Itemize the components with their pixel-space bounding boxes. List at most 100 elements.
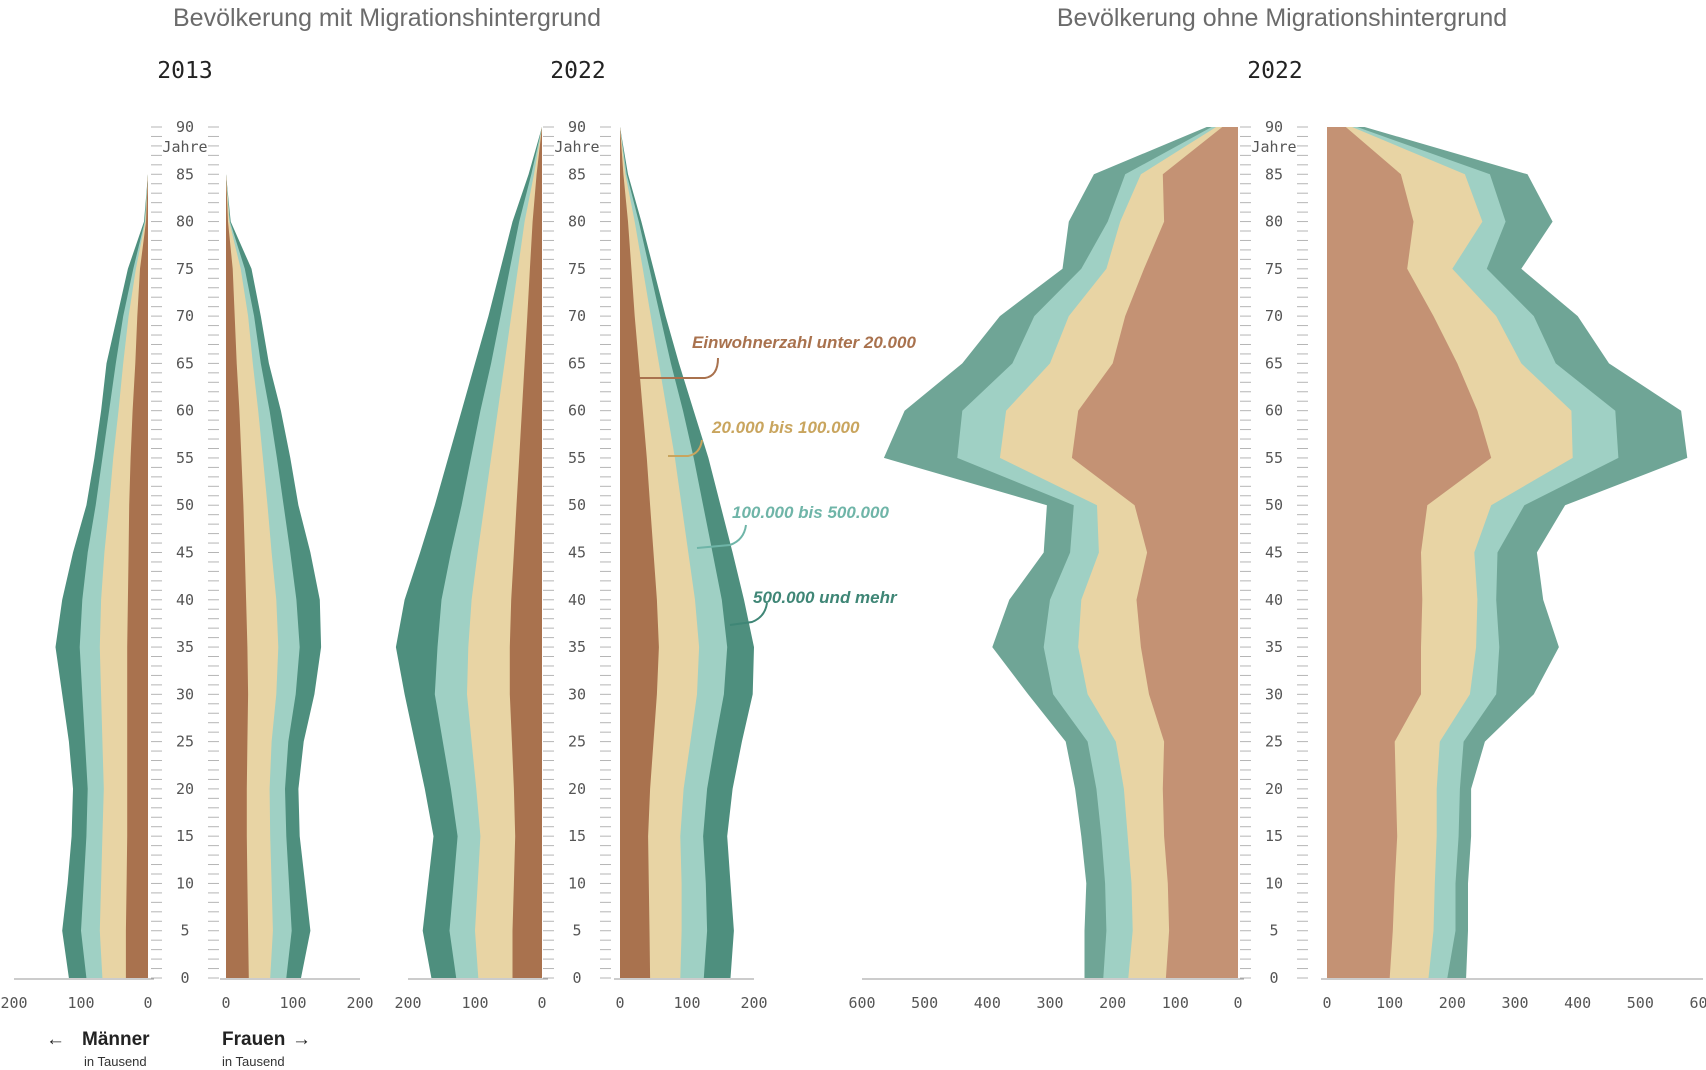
age-tick-label: 10 [176,874,194,892]
age-tick-label: 20 [176,780,194,798]
x-tick-women: 600 [1689,994,1706,1012]
age-tick-label: 60 [1265,402,1283,420]
legend-leader-500000-plus [729,602,768,626]
legend-leader-under-20000 [632,357,719,379]
age-unit-label: Jahre [162,138,207,156]
title-without-migration: Bevölkerung ohne Migrationshintergrund [1057,4,1507,32]
age-tick-label: 80 [568,213,586,231]
age-tick-label: 55 [176,449,194,467]
age-tick-label: 70 [568,307,586,325]
age-tick-label: 60 [568,402,586,420]
age-tick-label: 65 [1265,354,1283,372]
arrow-right-icon: → [292,1029,311,1050]
age-tick-label: 35 [1265,638,1283,656]
x-tick-women: 100 [673,994,700,1012]
legend-leader-20000-100000 [668,439,703,457]
men-unit-label: in Tausend [84,1054,147,1069]
age-tick-label: 30 [1265,685,1283,703]
x-tick-men: 600 [848,994,875,1012]
age-tick-label: 35 [568,638,586,656]
year-label-2022-native: 2022 [1247,58,1302,84]
age-tick-label: 35 [176,638,194,656]
age-tick-label: 85 [568,165,586,183]
age-tick-label: 90 [1265,118,1283,136]
x-tick-men: 500 [911,994,938,1012]
year-label-2022-migration: 2022 [550,58,605,84]
age-tick-label: 15 [568,827,586,845]
legend-label-under-20000: Einwohnerzahl unter 20.000 [692,333,916,352]
age-tick-label: 85 [1265,165,1283,183]
age-tick-label: 40 [1265,591,1283,609]
age-tick-label: 55 [568,449,586,467]
age-tick-label: 45 [176,544,194,562]
age-tick-label: 75 [1265,260,1283,278]
age-tick-label: 90 [568,118,586,136]
age-tick-label: 80 [176,213,194,231]
age-tick-label: 75 [568,260,586,278]
x-tick-women: 400 [1564,994,1591,1012]
age-tick-label: 25 [568,733,586,751]
x-tick-men: 0 [1233,994,1242,1012]
age-tick-label: 70 [176,307,194,325]
age-tick-label: 65 [568,354,586,372]
age-tick-label: 25 [176,733,194,751]
age-tick-label: 50 [176,496,194,514]
area-women-under-20000-0 [226,127,249,978]
x-tick-men: 300 [1036,994,1063,1012]
age-tick-label: 30 [176,685,194,703]
age-tick-label: 45 [568,544,586,562]
area-women-under-20000-2 [1327,127,1492,978]
age-unit-label: Jahre [1251,138,1296,156]
age-tick-label: 50 [568,496,586,514]
age-tick-label: 70 [1265,307,1283,325]
x-tick-men: 200 [394,994,421,1012]
x-tick-women: 100 [279,994,306,1012]
x-tick-men: 0 [143,994,152,1012]
x-tick-men: 100 [67,994,94,1012]
age-tick-label: 15 [1265,827,1283,845]
x-tick-men: 0 [537,994,546,1012]
age-tick-label: 45 [1265,544,1283,562]
women-label: Frauen [222,1029,285,1050]
legend-label-500000-plus: 500.000 und mehr [753,588,898,607]
age-tick-label: 20 [568,780,586,798]
x-tick-men: 200 [1099,994,1126,1012]
x-tick-women: 0 [221,994,230,1012]
area-women-under-20000-1 [620,127,659,978]
age-tick-label: 80 [1265,213,1283,231]
x-tick-women: 0 [615,994,624,1012]
x-tick-men: 200 [0,994,27,1012]
age-tick-label: 15 [176,827,194,845]
age-tick-label: 0 [572,969,581,987]
age-tick-label: 0 [1269,969,1278,987]
x-tick-women: 500 [1627,994,1654,1012]
age-tick-label: 85 [176,165,194,183]
age-tick-label: 90 [176,118,194,136]
x-tick-women: 200 [346,994,373,1012]
age-tick-label: 75 [176,260,194,278]
men-label: Männer [82,1029,150,1050]
age-unit-label: Jahre [554,138,599,156]
x-tick-men: 100 [461,994,488,1012]
age-tick-label: 50 [1265,496,1283,514]
title-with-migration: Bevölkerung mit Migrationshintergrund [173,4,601,32]
pyramid-plots: 200 100 0 0 100 20005101520253035404550556065… [0,118,1706,1012]
area-men-under-20000-2 [1071,127,1238,978]
legend-leader-100000-500000 [696,524,747,549]
x-tick-women: 200 [1439,994,1466,1012]
age-tick-label: 40 [176,591,194,609]
arrow-left-icon: ← [46,1029,65,1050]
age-tick-label: 65 [176,354,194,372]
x-tick-women: 0 [1322,994,1331,1012]
age-tick-label: 5 [180,922,189,940]
x-tick-men: 400 [974,994,1001,1012]
legend-label-20000-100000: 20.000 bis 100.000 [711,418,860,437]
year-label-2013: 2013 [157,58,212,84]
x-tick-women: 100 [1376,994,1403,1012]
age-tick-label: 60 [176,402,194,420]
x-tick-women: 300 [1501,994,1528,1012]
age-tick-label: 30 [568,685,586,703]
age-tick-label: 55 [1265,449,1283,467]
x-tick-women: 200 [740,994,767,1012]
age-tick-label: 20 [1265,780,1283,798]
